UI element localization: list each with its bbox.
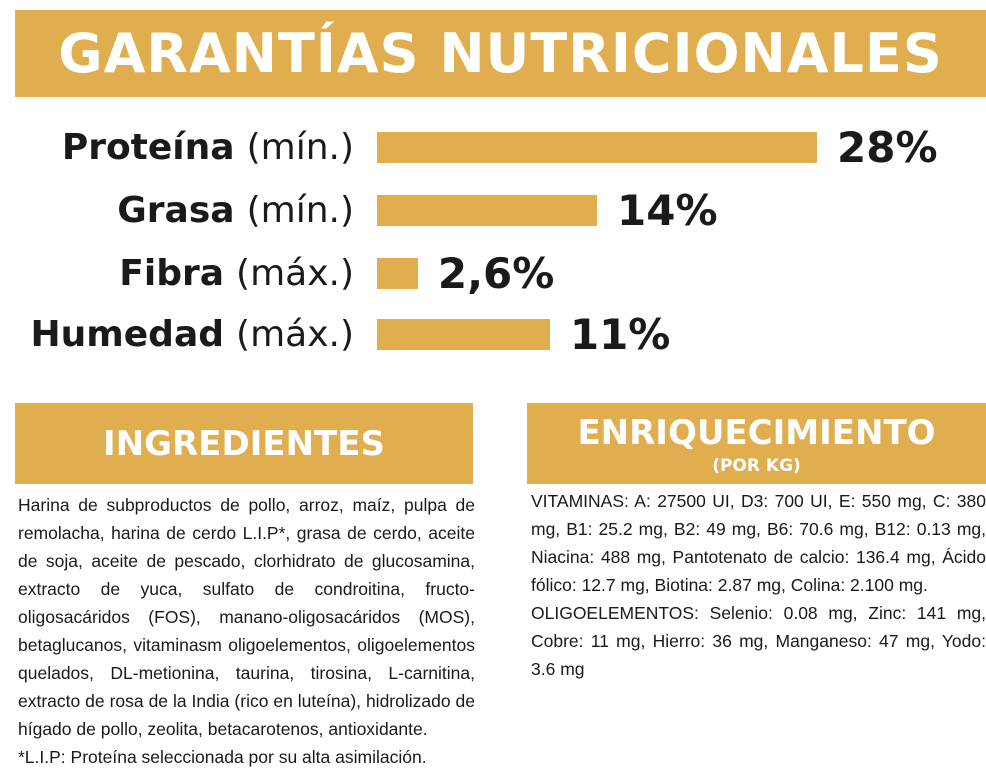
- enrichment-subtitle: (POR KG): [712, 456, 801, 476]
- bar-fibra: [377, 257, 418, 289]
- category-label: Grasa (mín.): [117, 189, 354, 231]
- category-name: Fibra: [119, 252, 225, 294]
- category-name: Grasa: [117, 189, 235, 231]
- ingredients-footnote: *L.I.P: Proteína seleccionada por su alt…: [18, 747, 427, 767]
- category-label: Humedad (máx.): [30, 313, 355, 355]
- category-label: Fibra (máx.): [119, 252, 354, 294]
- ingredients-section: Harina de subproductos de pollo, arroz, …: [18, 491, 475, 771]
- category-qualifier: (mín.): [246, 126, 354, 168]
- enrichment-title: ENRIQUECIMIENTO: [577, 413, 936, 453]
- value-label: 14%: [617, 185, 718, 235]
- category-name: Proteína: [61, 126, 235, 168]
- enrichment-section: VITAMINAS: A: 27500 UI, D3: 700 UI, E: 5…: [531, 487, 986, 683]
- title-banner: GARANTÍAS NUTRICIONALES: [15, 10, 986, 97]
- ingredients-header: INGREDIENTES: [15, 403, 473, 484]
- value-label: 28%: [837, 122, 938, 172]
- page-title: GARANTÍAS NUTRICIONALES: [58, 22, 943, 85]
- trace-elements-text: OLIGOELEMENTOS: Selenio: 0.08 mg, Zinc: …: [531, 603, 986, 679]
- category-label: Proteína (mín.): [61, 126, 354, 168]
- value-label: 2,6%: [437, 248, 555, 298]
- bar-humedad: [377, 318, 550, 350]
- category-qualifier: (máx.): [236, 252, 354, 294]
- category-qualifier: (mín.): [246, 189, 354, 231]
- ingredients-list: Harina de subproductos de pollo, arroz, …: [18, 495, 475, 739]
- category-qualifier: (máx.): [236, 313, 354, 355]
- bar-grasa: [377, 194, 597, 226]
- enrichment-header: ENRIQUECIMIENTO (POR KG): [527, 403, 986, 484]
- value-label: 11%: [569, 309, 671, 359]
- bar-proteína: [377, 131, 817, 163]
- ingredients-title: INGREDIENTES: [103, 423, 385, 464]
- vitamins-text: VITAMINAS: A: 27500 UI, D3: 700 UI, E: 5…: [531, 491, 986, 595]
- category-name: Humedad: [30, 313, 225, 355]
